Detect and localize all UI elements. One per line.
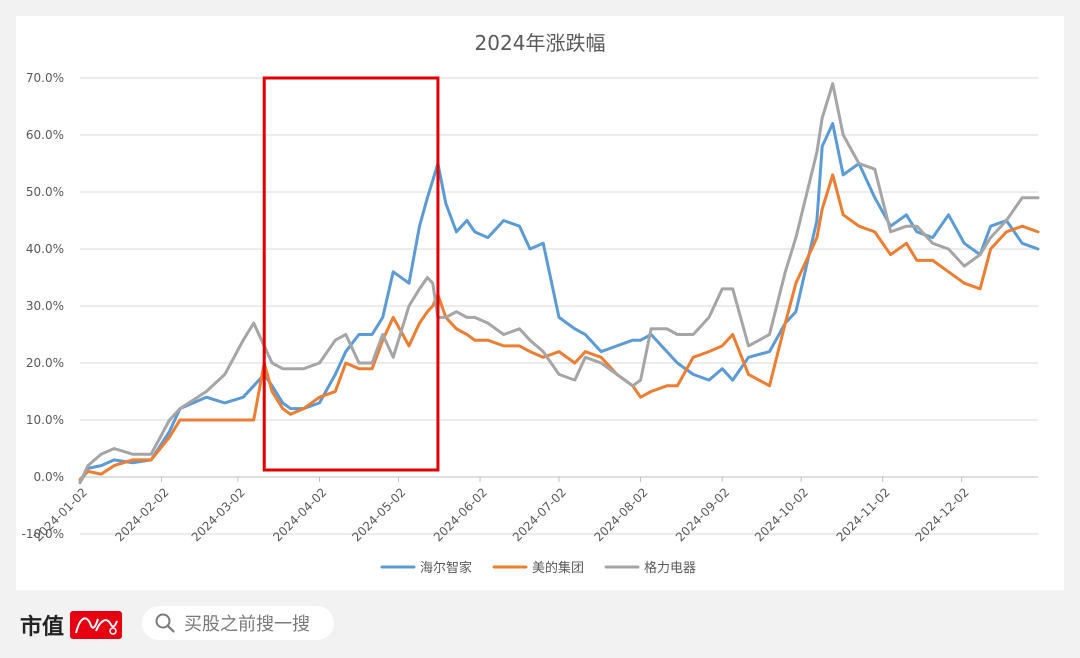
x-tick-label: 2024-07-02 [510,485,569,544]
legend-label-1: 海尔智家 [420,560,472,576]
x-tick-label: 2024-12-02 [913,485,972,544]
x-tick-label: 2024-09-02 [673,485,732,544]
y-tick-label: 40.0% [26,242,64,256]
legend[interactable]: 海尔智家 美的集团 格力电器 [380,560,696,576]
x-tick-label: 2024-08-02 [591,485,650,544]
series-group [78,82,1040,485]
grid [80,77,1038,535]
y-tick-label: 70.0% [26,71,64,85]
series-line-1 [78,122,1040,485]
brand-name: 市值 [20,614,65,640]
y-tick-label: -10.0% [22,527,64,541]
x-tick-label: 2024-11-02 [834,485,893,544]
search-bar[interactable]: 买股之前搜一搜 [142,606,334,640]
brand-logo-icon [70,611,123,639]
y-tick-label: 0.0% [34,470,65,484]
y-tick-label: 50.0% [26,185,64,199]
x-tick-label: 2024-10-02 [752,485,811,544]
y-axis: -10.0% 0.0% 10.0% 20.0% 30.0% 40.0% 50.0% 60.0%… [22,71,64,541]
search-icon [155,613,175,633]
y-tick-label: 20.0% [26,356,64,370]
chart-title: 2024年涨跌幅 [475,31,606,55]
legend-label-2: 美的集团 [532,560,584,576]
y-tick-label: 10.0% [26,413,64,427]
y-tick-label: 60.0% [26,128,64,142]
x-tick-label: 2024-03-02 [189,485,248,544]
x-tick-label: 2024-04-02 [270,485,329,544]
legend-label-3: 格力电器 [644,560,696,576]
search-placeholder: 买股之前搜一搜 [184,614,310,635]
chart-card: 2024年涨跌幅 -10.0% 0.0% 10.0% 20.0% 30.0% 40.0% 5… [16,16,1064,590]
x-tick-label: 2024-06-02 [431,485,490,544]
series-line-3 [78,82,1040,485]
x-tick-label: 2024-02-02 [112,485,171,544]
highlight-box [262,76,440,472]
y-tick-label: 30.0% [26,299,64,313]
footer: 市值 买股之前搜一搜 [0,600,1080,658]
chart: 2024年涨跌幅 -10.0% 0.0% 10.0% 20.0% 30.0% 40.0% 5… [22,31,1040,576]
series-line-2 [78,173,1040,482]
x-tick-label: 2024-05-02 [349,485,408,544]
brand[interactable]: 市值 [20,610,123,640]
